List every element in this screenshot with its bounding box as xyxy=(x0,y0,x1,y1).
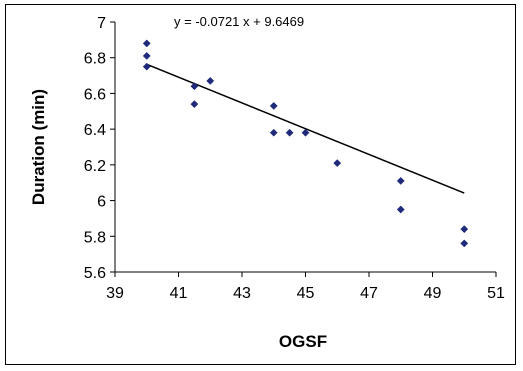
data-point xyxy=(142,62,151,71)
x-tick-label: 49 xyxy=(424,285,442,302)
data-point xyxy=(206,76,215,85)
y-axis-title: Duration (min) xyxy=(29,89,48,205)
y-tick-label: 6.4 xyxy=(84,122,106,139)
data-point xyxy=(285,128,294,137)
data-point xyxy=(301,128,310,137)
y-tick-label: 6.8 xyxy=(84,51,106,68)
axes xyxy=(114,22,496,273)
x-tick-label: 45 xyxy=(297,285,315,302)
trendline xyxy=(146,63,465,194)
data-point xyxy=(460,239,469,248)
data-point xyxy=(142,39,151,48)
data-point xyxy=(333,159,342,168)
x-tick-label: 39 xyxy=(106,285,124,302)
x-tick-label: 43 xyxy=(233,285,251,302)
y-tick-label: 5.6 xyxy=(84,265,106,282)
data-point xyxy=(190,82,199,91)
y-tick-label: 6.2 xyxy=(84,158,106,175)
data-point xyxy=(269,128,278,137)
x-axis-title: OGSF xyxy=(279,332,327,351)
data-point xyxy=(142,51,151,60)
scatter-chart: 5.6 5.8 6 6.2 6.4 6.6 6.8 7 39 41 43 45 47 49 51 y = -… xyxy=(29,14,505,351)
data-point xyxy=(190,100,199,109)
ticks: 5.6 5.8 6 6.2 6.4 6.6 6.8 7 39 41 43 45 47 49 51 xyxy=(84,15,505,302)
data-point xyxy=(460,225,469,234)
x-tick-label: 51 xyxy=(487,285,505,302)
trendline-group xyxy=(146,63,465,194)
y-tick-label: 5.8 xyxy=(84,229,106,246)
chart-frame: 5.6 5.8 6 6.2 6.4 6.6 6.8 7 39 41 43 45 47 49 51 y = -… xyxy=(5,4,516,365)
data-point xyxy=(396,205,405,214)
data-point xyxy=(396,176,405,185)
x-tick-label: 41 xyxy=(170,285,188,302)
y-tick-label: 6.6 xyxy=(84,86,106,103)
data-point xyxy=(269,101,278,110)
x-tick-label: 47 xyxy=(360,285,378,302)
data-points xyxy=(142,39,469,248)
y-tick-label: 6 xyxy=(97,194,106,211)
y-tick-label: 7 xyxy=(97,15,106,32)
trendline-equation: y = -0.0721 x + 9.6469 xyxy=(174,14,304,29)
